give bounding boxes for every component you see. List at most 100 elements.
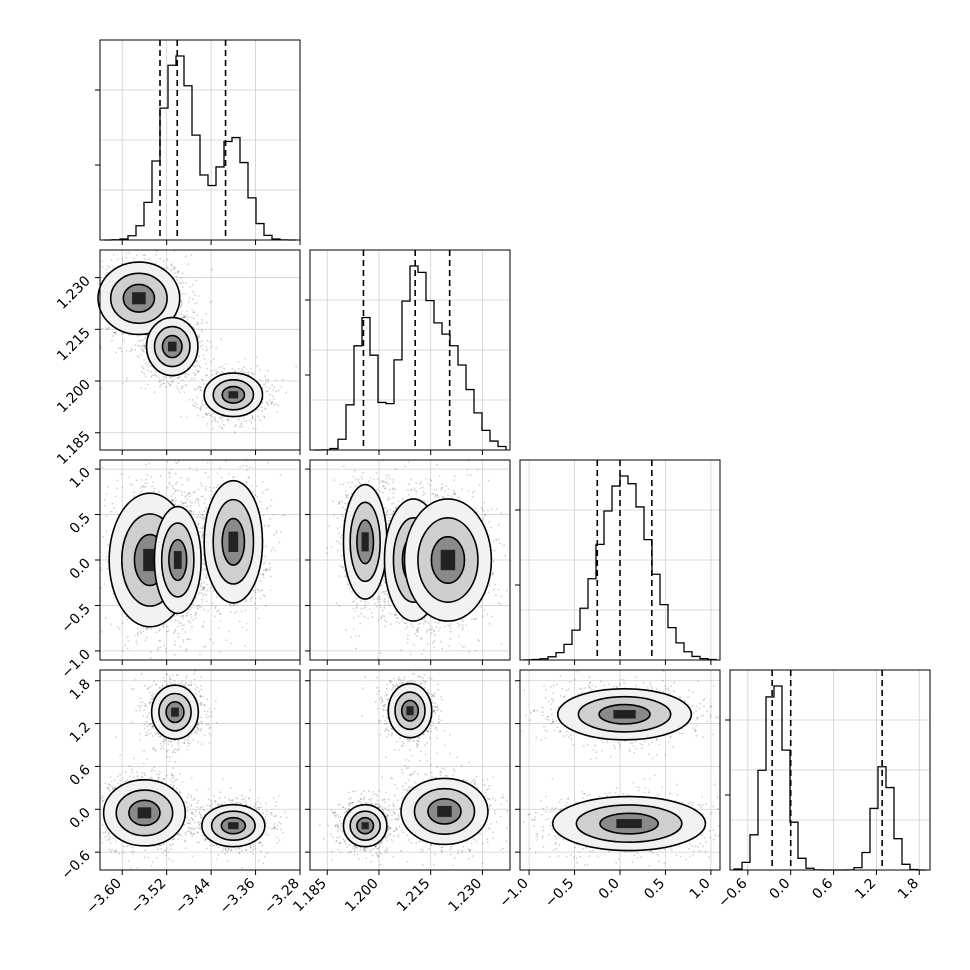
sample-point [264, 379, 267, 381]
sample-point [201, 400, 204, 403]
sample-point [197, 322, 200, 325]
sample-point [148, 462, 150, 465]
sample-point [136, 627, 139, 630]
sample-point [201, 568, 204, 571]
sample-point [215, 347, 218, 349]
sample-point [197, 371, 200, 373]
sample-point [144, 375, 147, 377]
sample-point [143, 359, 146, 361]
sample-point [140, 348, 143, 350]
sample-point [140, 489, 143, 492]
sample-point [143, 343, 145, 346]
sample-point [272, 403, 275, 406]
sample-point [259, 368, 262, 371]
sample-point [153, 487, 156, 490]
sample-point [196, 314, 199, 317]
sample-point [174, 266, 177, 269]
sample-point [103, 498, 106, 501]
sample-point [197, 515, 200, 518]
sample-point [183, 391, 186, 394]
sample-point [170, 264, 173, 267]
sample-point [190, 512, 193, 515]
sample-point [187, 477, 190, 480]
sample-point [114, 495, 117, 498]
sample-point [181, 494, 183, 496]
sample-point [231, 367, 234, 370]
sample-point [204, 485, 207, 488]
sample-point [245, 371, 248, 374]
sample-point [168, 472, 171, 475]
sample-point [181, 316, 184, 319]
sample-point [196, 605, 199, 607]
sample-point [194, 302, 197, 305]
sample-point [251, 418, 254, 420]
sample-point [267, 404, 270, 407]
sample-point [150, 365, 152, 368]
sample-point [184, 293, 187, 295]
sample-point [159, 646, 162, 648]
sample-point [212, 412, 215, 415]
sample-point [174, 272, 177, 274]
sample-point [194, 617, 197, 620]
sample-point [168, 382, 170, 385]
sample-point [233, 425, 236, 428]
sample-point [171, 499, 174, 501]
sample-point [195, 369, 198, 371]
sample-point [181, 483, 184, 486]
sample-point [142, 339, 144, 341]
sample-point [181, 624, 184, 627]
sample-point [173, 487, 175, 490]
sample-point [134, 344, 137, 346]
sample-point [268, 387, 271, 390]
sample-point [195, 279, 198, 282]
sample-point [251, 371, 253, 374]
sample-point [211, 415, 214, 418]
sample-point [193, 317, 196, 320]
sample-point [139, 631, 142, 633]
sample-point [208, 414, 211, 417]
sample-point [176, 481, 179, 483]
sample-point [234, 370, 237, 372]
sample-point [200, 589, 203, 592]
sample-point [277, 404, 280, 407]
sample-point [130, 348, 133, 350]
sample-point [245, 481, 248, 483]
sample-point [217, 370, 219, 373]
sample-point [140, 386, 143, 389]
sample-point [275, 532, 278, 534]
sample-point [155, 253, 158, 256]
sample-point [139, 491, 142, 494]
sample-point [261, 481, 264, 483]
sample-point [238, 417, 241, 420]
sample-point [248, 419, 251, 422]
sample-point [180, 302, 183, 304]
sample-point [264, 382, 267, 384]
sample-point [190, 378, 193, 381]
sample-point [267, 380, 269, 383]
sample-point [141, 371, 143, 373]
sample-point [197, 607, 199, 610]
sample-point [116, 487, 119, 490]
sample-point [163, 382, 166, 385]
sample-point [125, 380, 128, 383]
sample-point [126, 618, 129, 621]
sample-point [202, 625, 205, 628]
sample-point [214, 420, 217, 423]
sample-point [272, 395, 274, 398]
sample-point [201, 403, 203, 406]
sample-point [217, 627, 220, 630]
sample-point [256, 365, 258, 368]
sample-point [241, 626, 244, 629]
density-peak [167, 341, 177, 352]
sample-point [211, 420, 214, 423]
sample-point [201, 536, 203, 539]
sample-point [146, 474, 149, 476]
sample-point [186, 494, 188, 497]
sample-point [251, 596, 253, 598]
sample-point [159, 258, 162, 260]
sample-point [144, 387, 147, 390]
sample-point [262, 491, 264, 494]
sample-point [166, 258, 169, 261]
sample-point [246, 469, 249, 471]
sample-point [246, 629, 248, 632]
